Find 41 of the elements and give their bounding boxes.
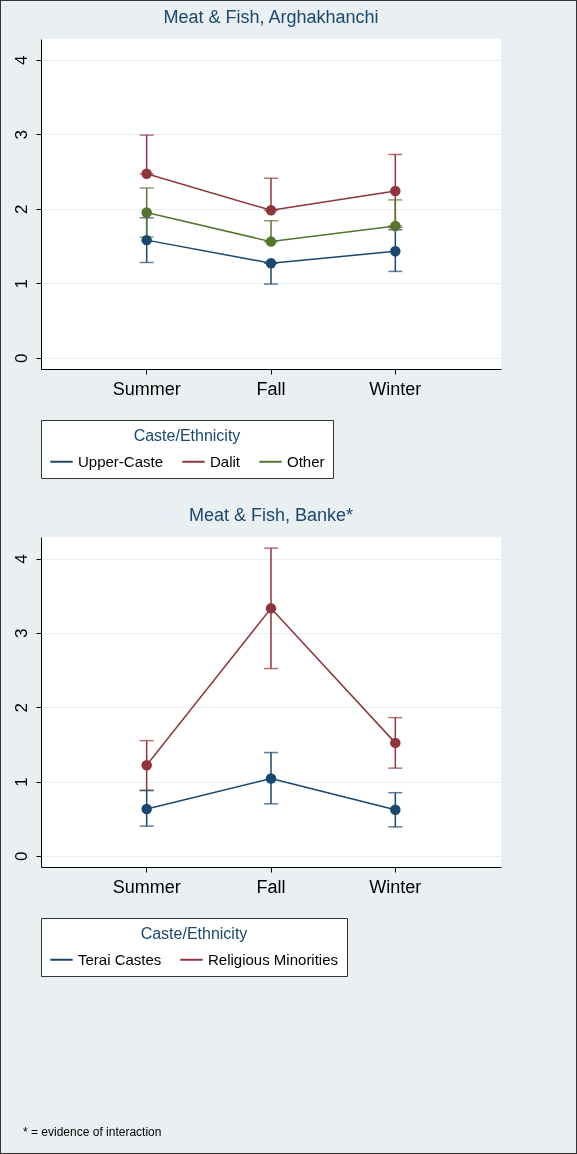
y-tick-label: 2 (11, 204, 31, 215)
chart-title: Meat & Fish, Arghakhanchi (163, 7, 379, 27)
y-tick-label: 0 (11, 851, 31, 862)
chart-title: Meat & Fish, Banke* (188, 505, 354, 525)
point (141, 803, 152, 815)
point (141, 168, 152, 180)
point (390, 804, 401, 815)
point (141, 759, 152, 771)
y-tick-label: 4 (11, 55, 31, 66)
point (141, 234, 152, 246)
point (265, 603, 277, 614)
legend-label: Upper-Caste (78, 452, 164, 470)
legend-title: Caste/Ethnicity (133, 427, 241, 444)
legend-label: Dalit (210, 452, 241, 470)
point (390, 246, 401, 257)
y-tick-label: 3 (11, 628, 31, 639)
x-tick-label: Fall (256, 876, 286, 897)
legend-title: Caste/Ethnicity (140, 925, 248, 942)
y-tick-label: 1 (11, 777, 31, 787)
point (390, 737, 401, 749)
legend-label: Other (287, 452, 325, 470)
y-tick-label: 3 (11, 130, 31, 140)
point (390, 185, 401, 197)
point (390, 220, 401, 232)
y-tick-label: 2 (11, 702, 31, 713)
text: * = evidence of interaction (23, 1125, 162, 1139)
x-tick-label: Summer (112, 876, 181, 897)
point (265, 236, 277, 247)
x-tick-label: Winter (369, 876, 422, 897)
y-tick-label: 0 (11, 353, 31, 364)
point (265, 205, 277, 216)
point (141, 207, 152, 218)
y-tick-label: 4 (11, 554, 31, 564)
x-tick-label: Fall (256, 378, 286, 399)
y-tick-label: 1 (11, 279, 31, 289)
point (265, 773, 277, 784)
legend-label: Terai Castes (78, 950, 162, 968)
x-tick-label: Summer (112, 378, 181, 399)
point (265, 257, 277, 269)
legend-label: Religious Minorities (208, 950, 339, 968)
x-tick-label: Winter (369, 378, 422, 399)
